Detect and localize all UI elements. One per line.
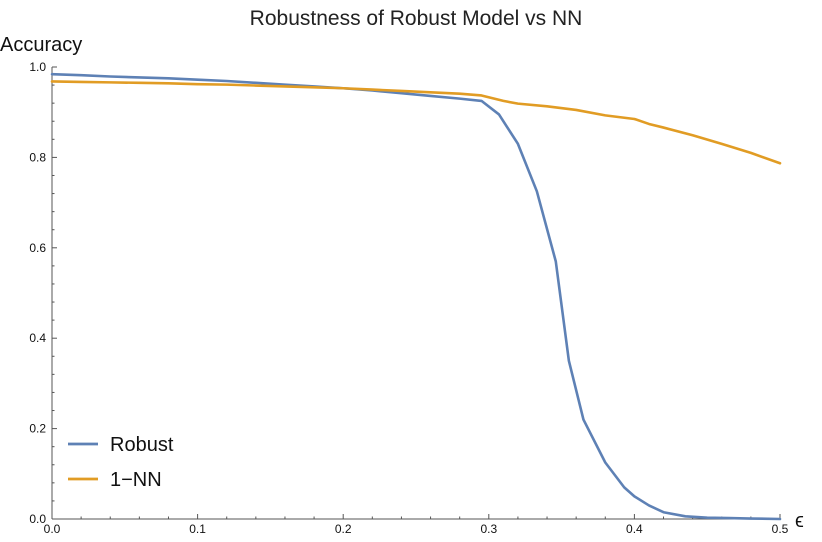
legend-label: Robust [110, 434, 174, 456]
y-tick-label: 0.0 [29, 512, 46, 526]
y-tick-label: 0.2 [29, 422, 46, 436]
x-axis-label: ϵ [795, 510, 804, 532]
x-tick-label: 0.4 [626, 522, 643, 536]
series-line-nn [50, 80, 782, 165]
x-tick-label: 0.3 [480, 522, 497, 536]
y-tick-label: 1.0 [29, 60, 46, 74]
y-tick-label: 0.8 [29, 150, 46, 164]
chart-title: Robustness of Robust Model vs NN [250, 7, 583, 30]
legend-label: 1−NN [110, 469, 162, 491]
axes: 0.0 0.1 0.2 0.3 0.4 0.5 0.0 0.2 0.4 0.6 0.8 1.0 [29, 60, 788, 536]
series-line-robust [50, 72, 782, 521]
y-tick-label: 0.4 [29, 331, 46, 345]
plot-lines [50, 72, 782, 521]
x-tick-label: 0.0 [44, 522, 61, 536]
x-tick-label: 0.1 [189, 522, 206, 536]
y-tick-label: 0.6 [29, 241, 46, 255]
x-tick-label: 0.5 [772, 522, 789, 536]
x-tick-label: 0.2 [335, 522, 352, 536]
legend: Robust 1−NN [68, 434, 174, 491]
y-axis-label: Accuracy [0, 34, 82, 56]
